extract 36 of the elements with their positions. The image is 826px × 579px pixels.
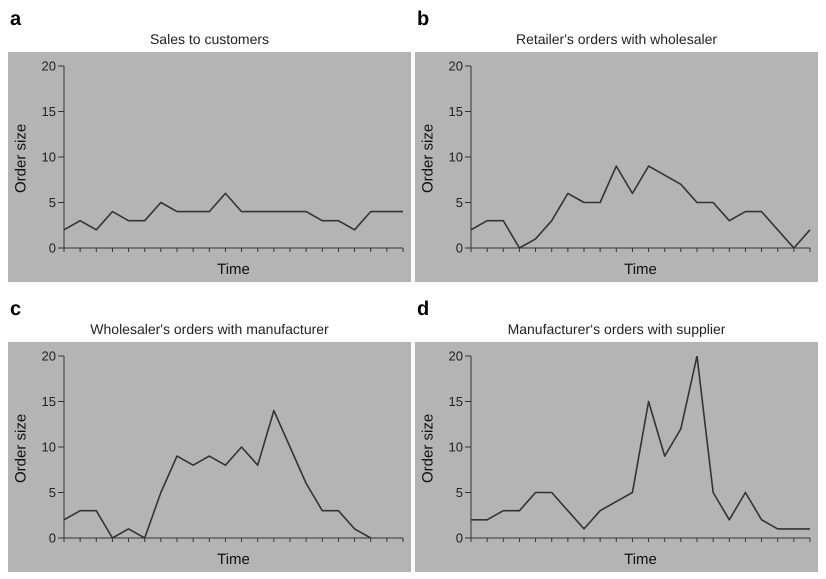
x-axis-title: Time (624, 551, 657, 568)
y-axis-title: Order size (12, 414, 30, 483)
text: b (417, 8, 430, 30)
x-axis-title: Time (624, 261, 657, 278)
y-tick-label: 5 (456, 195, 463, 210)
y-tick-label: 15 (448, 394, 463, 410)
chart-title: Wholesaler's orders with manufacturer (89, 320, 330, 339)
x-axis-title: Time (217, 551, 250, 568)
y-axis-title: Order size (12, 124, 30, 193)
y-tick-label: 15 (42, 104, 56, 120)
y-tick-label: 0 (48, 240, 56, 256)
chart-title: Retailer's orders with wholesaler (514, 30, 718, 49)
x-axis-title: Time (217, 261, 250, 278)
y-tick-label: 10 (42, 440, 56, 455)
y-tick-label: 20 (42, 348, 56, 364)
y-tick-label: 0 (456, 530, 463, 546)
y-tick-label: 15 (42, 394, 56, 410)
y-tick-label: 5 (456, 485, 463, 500)
y-tick-label: 20 (448, 348, 463, 364)
y-tick-label: 10 (448, 440, 463, 455)
y-axis-title: Order size (419, 414, 436, 483)
chart-title: Sales to customers (148, 30, 270, 49)
y-tick-label: 20 (42, 58, 56, 74)
y-tick-label: 0 (456, 240, 463, 256)
y-tick-label: 20 (448, 58, 463, 74)
text: a (10, 8, 22, 30)
y-tick-label: 15 (448, 104, 463, 120)
y-tick-label: 10 (448, 150, 463, 165)
y-tick-label: 0 (48, 530, 56, 546)
y-tick-label: 5 (48, 195, 56, 210)
y-tick-label: 5 (48, 485, 56, 500)
text: c (10, 298, 22, 320)
chart-title: Manufacturer‘s orders with supplier (506, 320, 726, 339)
text: d (417, 298, 430, 320)
y-axis-title: Order size (419, 124, 436, 193)
y-tick-label: 10 (42, 150, 56, 165)
